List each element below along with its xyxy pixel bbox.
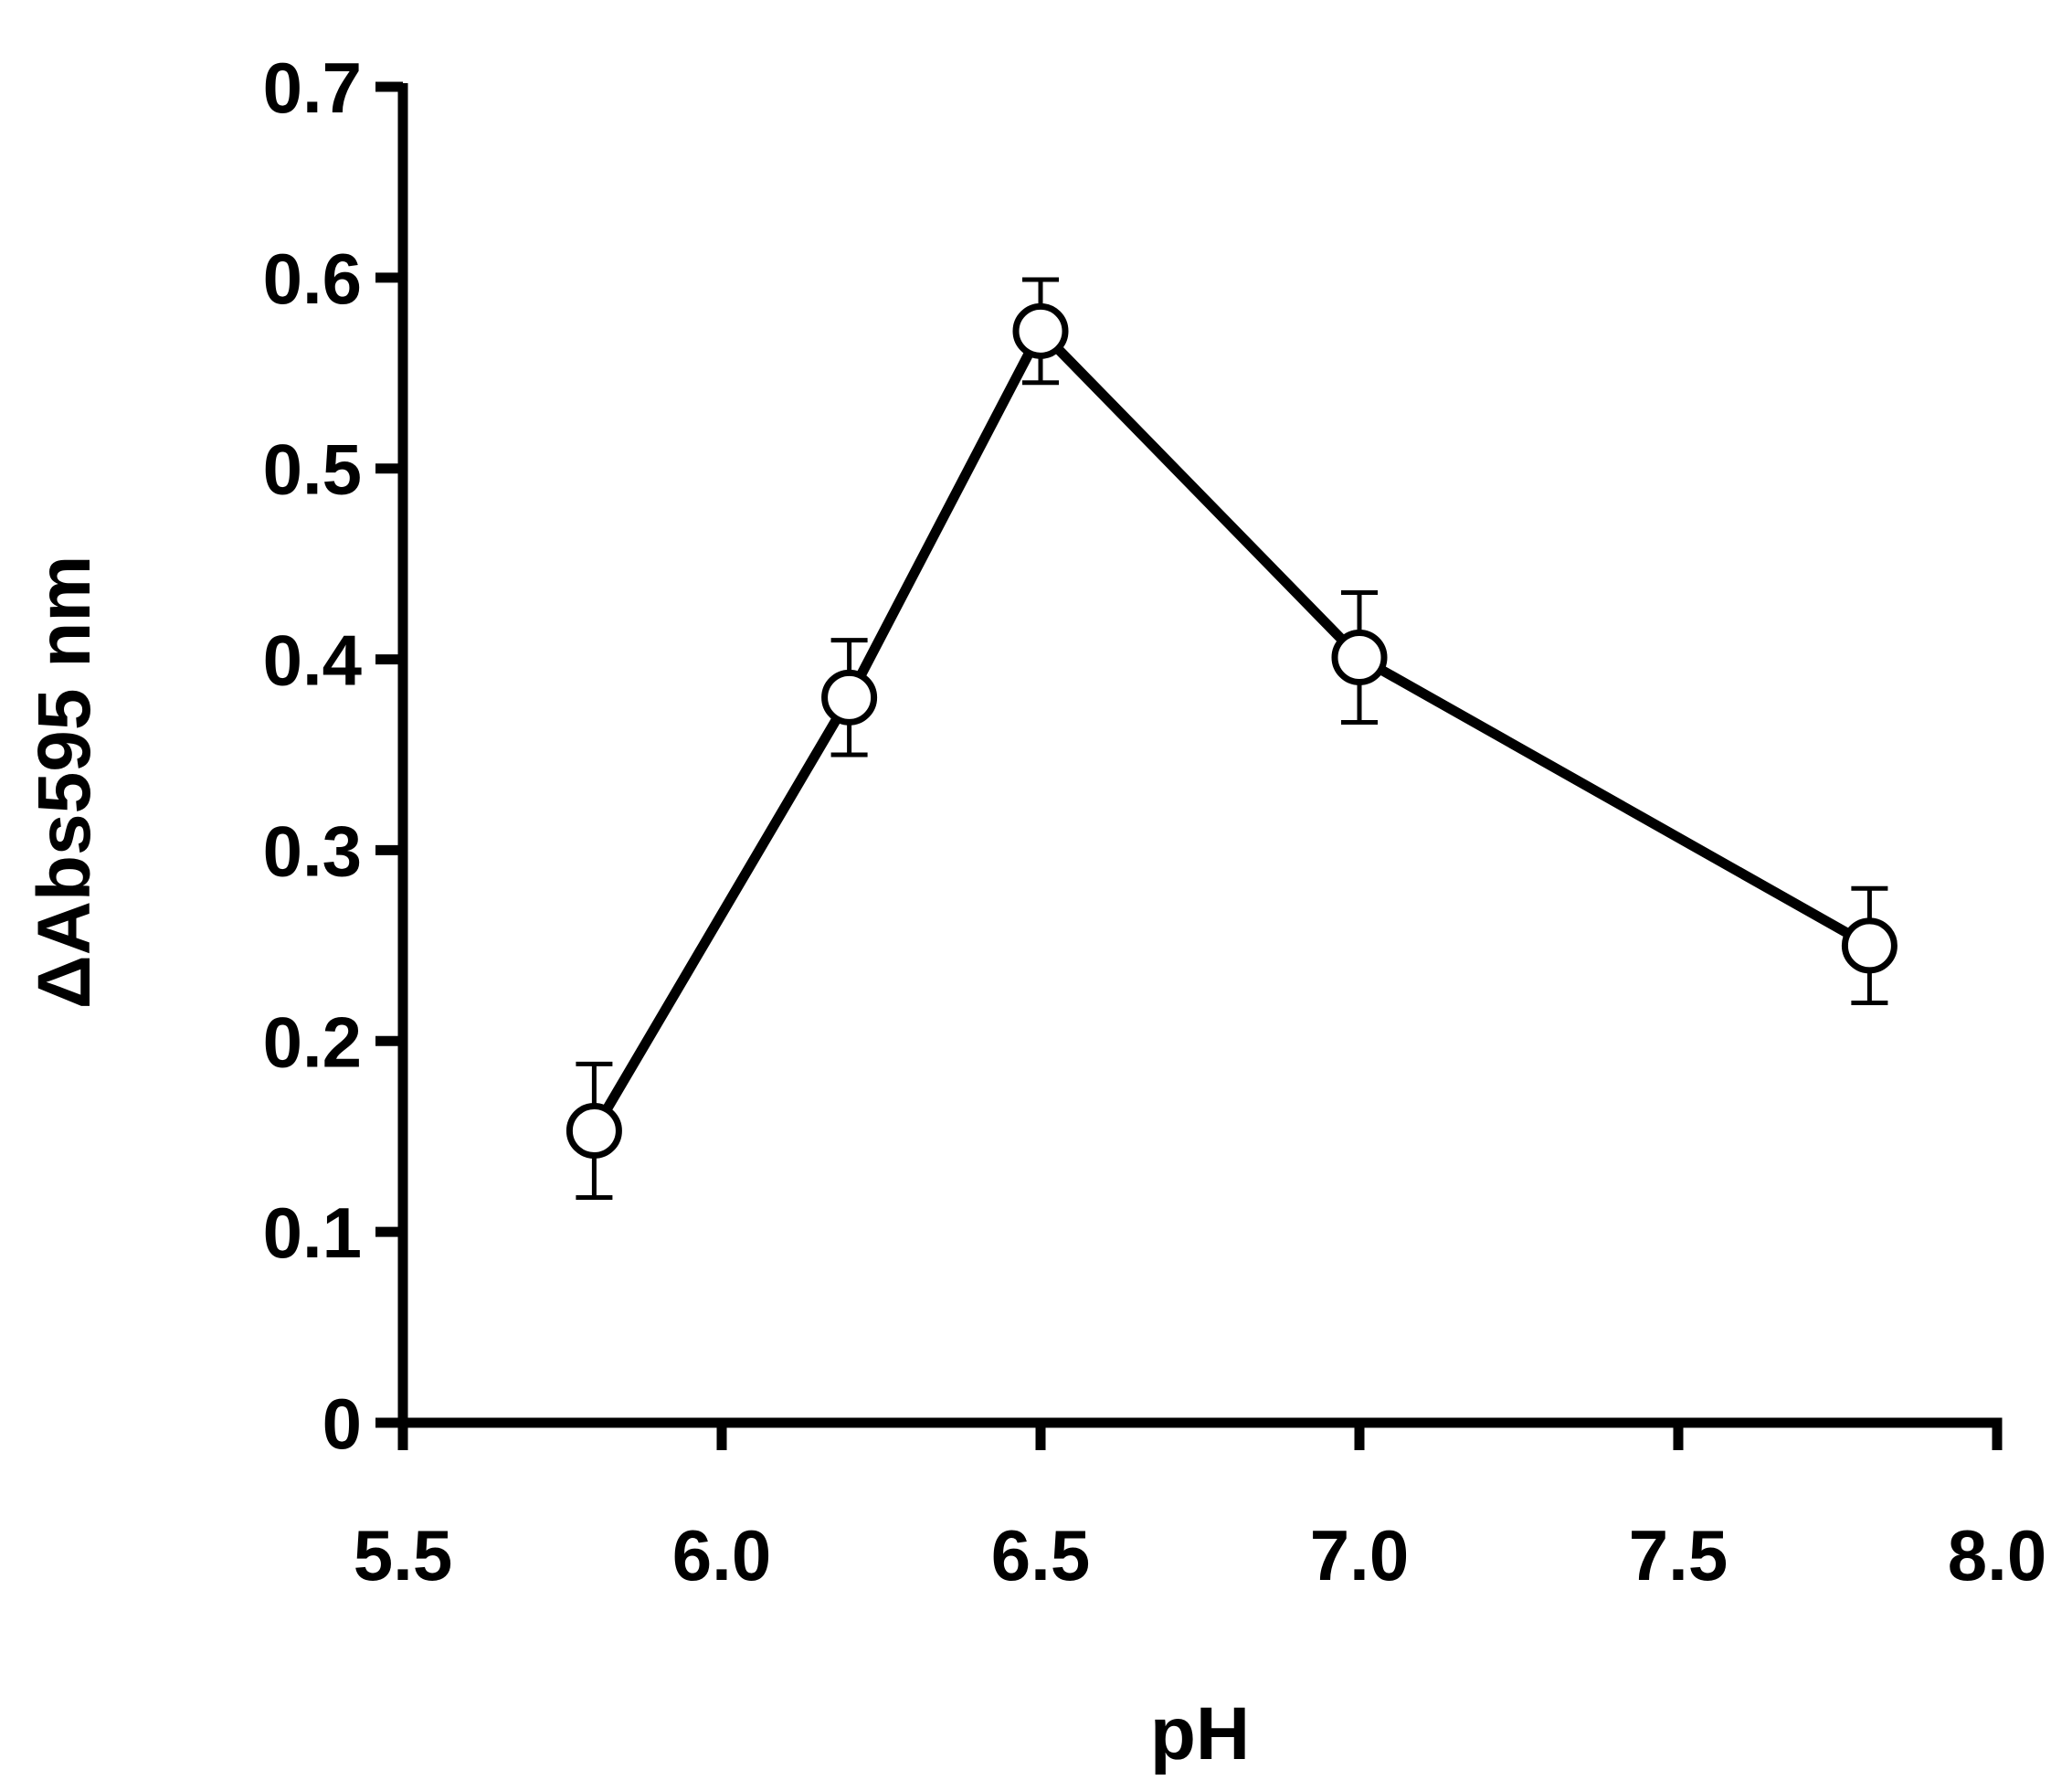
y-tick-label: 0.5 bbox=[263, 429, 362, 510]
y-axis-title: ΔAbs595 nm bbox=[23, 556, 106, 1009]
data-point bbox=[1331, 629, 1388, 685]
y-tick-label: 0.1 bbox=[263, 1192, 362, 1273]
y-tick-label: 0.7 bbox=[263, 48, 362, 128]
y-tick-label: 0.4 bbox=[263, 620, 362, 701]
y-tick-label: 0.2 bbox=[263, 1001, 362, 1082]
x-tick-label: 5.5 bbox=[354, 1515, 452, 1595]
data-point bbox=[1841, 917, 1898, 974]
data-point bbox=[1012, 302, 1069, 359]
x-axis-title: pH bbox=[1150, 1692, 1250, 1775]
series-line bbox=[589, 323, 1873, 1134]
y-tick-label: 0.6 bbox=[263, 238, 362, 319]
x-tick-label: 7.0 bbox=[1310, 1515, 1409, 1595]
series-layer bbox=[566, 277, 1898, 1201]
y-tick-label: 0.3 bbox=[263, 811, 362, 891]
x-tick-label: 8.0 bbox=[1948, 1515, 2046, 1595]
x-tick-label: 7.5 bbox=[1629, 1515, 1728, 1595]
y-tick-label: 0 bbox=[322, 1383, 362, 1464]
x-tick-label: 6.5 bbox=[991, 1515, 1090, 1595]
data-point bbox=[566, 1102, 622, 1159]
x-tick-label: 6.0 bbox=[672, 1515, 771, 1595]
data-point bbox=[821, 669, 878, 726]
axes: 0 0.1 0.2 0.3 0.4 0.5 0.6 0.7 5.5 6.0 6.5 7.0 7.5 8.0 bbox=[263, 48, 2047, 1595]
